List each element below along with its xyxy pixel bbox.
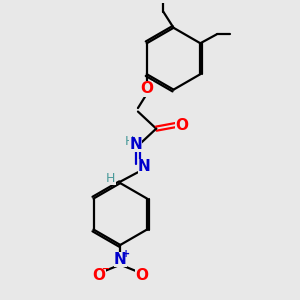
Text: H: H: [106, 172, 116, 184]
Text: N: N: [138, 159, 151, 174]
Text: O: O: [135, 268, 148, 284]
Text: H: H: [124, 135, 134, 148]
Text: −: −: [102, 264, 110, 274]
Text: N: N: [114, 252, 127, 267]
Text: O: O: [140, 81, 153, 96]
Text: +: +: [122, 249, 130, 259]
Text: O: O: [175, 118, 188, 133]
Text: O: O: [93, 268, 106, 284]
Text: N: N: [129, 137, 142, 152]
